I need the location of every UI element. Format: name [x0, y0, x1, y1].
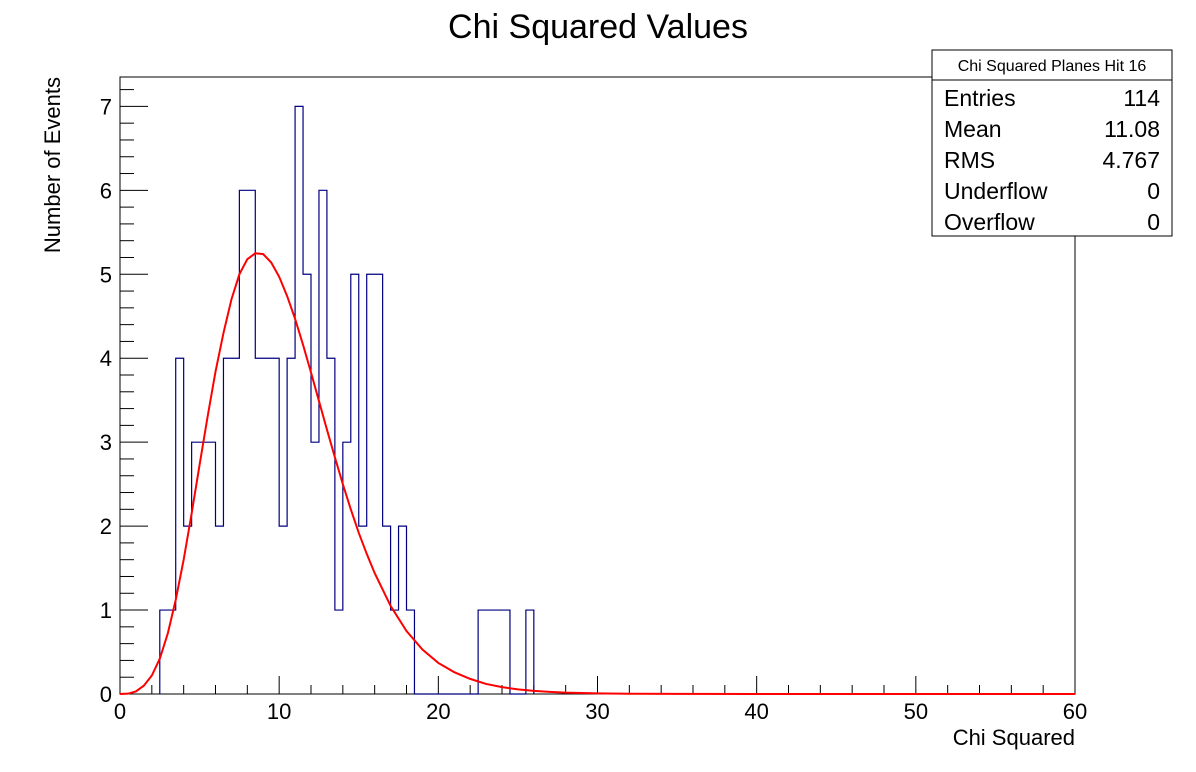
stats-box: Chi Squared Planes Hit 16 Entries 114 Mean…	[931, 49, 1173, 237]
histogram-bin	[279, 526, 287, 694]
y-tick-label: 0	[100, 682, 112, 707]
y-tick-label: 4	[100, 346, 112, 371]
stats-row-label: Overflow	[944, 209, 1035, 235]
y-tick-label: 5	[100, 262, 112, 287]
x-tick-label: 10	[267, 699, 291, 724]
histogram-bin	[303, 274, 311, 694]
histogram-bin	[486, 610, 494, 694]
histogram-bin	[263, 358, 271, 694]
histogram-bin	[311, 442, 319, 694]
y-axis-label: Number of Events	[40, 77, 65, 253]
histogram-bin	[375, 274, 383, 694]
histogram-bin	[287, 358, 295, 694]
histogram-bin	[526, 610, 534, 694]
histogram-bin	[391, 610, 399, 694]
histogram-bin	[247, 190, 255, 694]
y-tick-label: 3	[100, 430, 112, 455]
stats-row-value: 0	[1147, 178, 1160, 204]
histogram-bin	[271, 358, 279, 694]
stats-row-label: Underflow	[944, 178, 1048, 204]
histogram-bin	[176, 358, 184, 694]
stats-row-label: RMS	[944, 147, 995, 173]
y-tick-label: 7	[100, 94, 112, 119]
histogram-bin	[399, 526, 407, 694]
stats-row-label: Entries	[944, 85, 1016, 111]
x-tick-label: 40	[744, 699, 768, 724]
histogram-bin	[295, 106, 303, 694]
x-axis-tick-labels: 0 10 20 30 40 50 60	[114, 699, 1087, 724]
histogram-bin	[208, 442, 216, 694]
x-tick-label: 20	[426, 699, 450, 724]
histogram-bin	[327, 358, 335, 694]
histogram-bin	[335, 610, 343, 694]
chart-title: Chi Squared Values	[448, 8, 748, 46]
x-tick-label: 50	[904, 699, 928, 724]
x-axis-ticks	[119, 676, 1076, 694]
histogram-bin	[351, 274, 359, 694]
histogram-bin	[383, 526, 391, 694]
x-tick-label: 30	[585, 699, 609, 724]
x-axis-label: Chi Squared	[953, 725, 1075, 750]
y-tick-label: 1	[100, 598, 112, 623]
histogram-bin	[192, 442, 200, 694]
y-axis-tick-labels: 0 1 2 3 4 5 6 7	[100, 94, 112, 707]
stats-box-title: Chi Squared Planes Hit 16	[958, 58, 1147, 75]
stats-row-value: 11.08	[1104, 116, 1160, 142]
histogram-bin	[494, 610, 502, 694]
stats-box-frame	[931, 49, 1173, 237]
histogram-bin	[231, 358, 239, 694]
histogram-bin	[319, 190, 327, 694]
histogram-bin	[168, 610, 176, 694]
stats-row-value: 114	[1123, 85, 1160, 111]
histogram-bin	[367, 274, 375, 694]
histogram-bin	[216, 526, 224, 694]
fit-curve	[119, 252, 1075, 695]
histogram-bin	[502, 610, 510, 694]
stats-row-label: Mean	[944, 116, 1002, 142]
histogram-bin	[200, 442, 208, 694]
histogram-bins	[160, 106, 534, 694]
histogram-bin	[343, 442, 351, 694]
y-tick-label: 6	[100, 178, 112, 203]
histogram-bin	[223, 358, 231, 694]
x-tick-label: 0	[114, 699, 126, 724]
histogram-bin	[407, 610, 415, 694]
y-axis-ticks	[120, 89, 148, 695]
histogram-bin	[255, 358, 263, 694]
histogram-series	[159, 105, 535, 695]
x-tick-label: 60	[1063, 699, 1087, 724]
stats-row-value: 0	[1147, 209, 1160, 235]
stats-row-value: 4.767	[1102, 147, 1160, 173]
stats-box-rows: Entries 114 Mean 11.08 RMS 4.767 Underflow 0 Ove…	[944, 85, 1160, 235]
y-tick-label: 2	[100, 514, 112, 539]
